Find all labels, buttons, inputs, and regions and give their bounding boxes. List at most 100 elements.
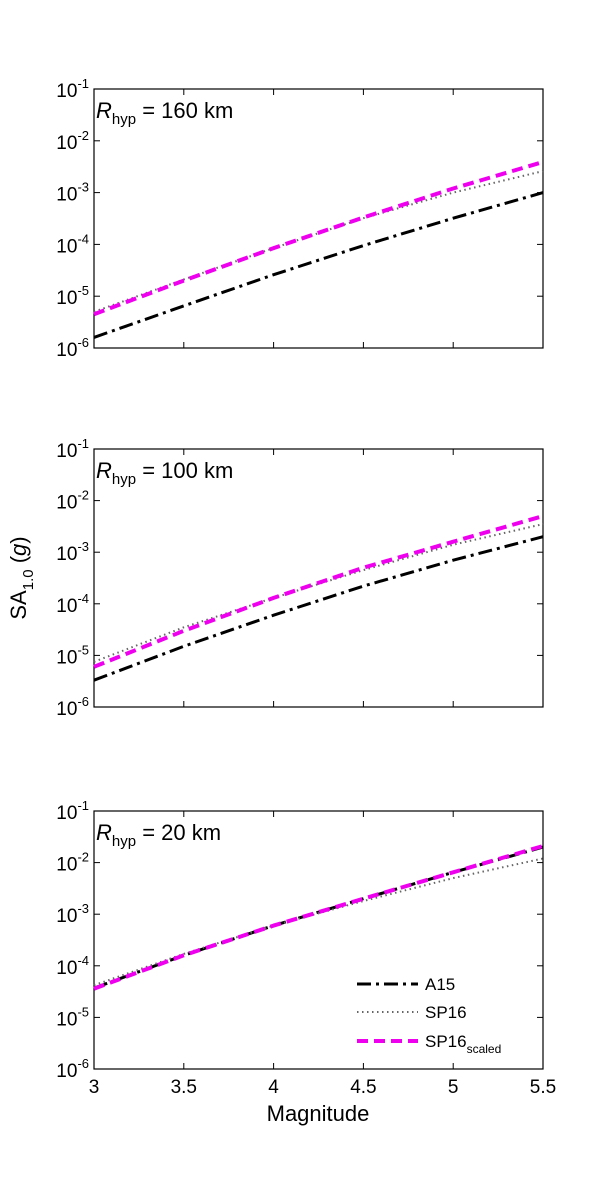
y-tick-label-exponent: -5 — [77, 642, 89, 657]
series-line-a15 — [93, 191, 544, 339]
y-tick-label-exponent: -6 — [77, 1056, 89, 1071]
y-tick-label-base: 10 — [56, 81, 77, 102]
x-tick-label: 3.5 — [171, 1077, 197, 1098]
y-tick-label: 10-1 — [56, 76, 89, 102]
y-tick-label: 10-4 — [56, 591, 89, 617]
x-tick-label: 5.5 — [530, 1077, 556, 1098]
y-tick-label-exponent: -6 — [77, 335, 89, 350]
y-tick-label-base: 10 — [56, 288, 77, 309]
y-tick-label-exponent: -2 — [77, 128, 89, 143]
series-line-sp16-scaled — [93, 514, 544, 669]
legend-label-a15: A15 — [425, 975, 455, 994]
y-tick-label-exponent: -3 — [77, 539, 89, 554]
y-tick-label: 10-6 — [56, 1056, 89, 1082]
chart-panel-3: 10-110-210-310-410-510-63 3.5 4 4.5 5 5.5Rhyp… — [56, 798, 556, 1098]
y-tick-label: 10-2 — [56, 850, 89, 876]
y-tick-label: 10-5 — [56, 642, 89, 668]
panel-label-symbol: R — [96, 458, 112, 483]
y-tick-label-base: 10 — [56, 1061, 77, 1082]
series-line-sp16-scaled — [93, 160, 544, 317]
y-tick-label-base: 10 — [56, 958, 77, 979]
y-tick-label-exponent: -2 — [77, 488, 89, 503]
panel-label-subscript: hyp — [112, 833, 136, 850]
y-tick-label-exponent: -4 — [77, 231, 89, 246]
panel-label-subscript: hyp — [112, 471, 136, 488]
panel-label: Rhyp = 160 km — [96, 98, 233, 128]
y-tick-label-base: 10 — [56, 544, 77, 565]
y-tick-label: 10-5 — [56, 1004, 89, 1030]
y-tick-label-base: 10 — [56, 133, 77, 154]
x-tick-label: 4.5 — [350, 1077, 376, 1098]
plot-area-frame — [93, 88, 544, 349]
legend-label-text: SP16 — [425, 1032, 467, 1051]
panel-label-subscript: hyp — [112, 111, 136, 128]
y-tick-label-base: 10 — [56, 1009, 77, 1030]
panel-label-text: = 160 km — [136, 98, 233, 123]
y-axis-title-unit: g — [6, 543, 31, 556]
panel-label-symbol: R — [96, 820, 112, 845]
y-tick-label-exponent: -1 — [77, 76, 89, 91]
legend-label-sp16: SP16 — [425, 1003, 467, 1022]
x-tick-label: 5 — [448, 1077, 459, 1098]
y-axis-title: SA1.0 (g) — [6, 536, 37, 619]
y-tick-label: 10-4 — [56, 953, 89, 979]
series-line-sp16-scaled — [93, 844, 544, 991]
y-tick-label-base: 10 — [56, 340, 77, 361]
y-tick-label-base: 10 — [56, 699, 77, 720]
y-tick-label-exponent: -6 — [77, 694, 89, 709]
y-tick-label: 10-5 — [56, 283, 89, 309]
legend-label-text: SP16 — [425, 1003, 467, 1022]
plot-area-frame — [93, 810, 544, 1070]
y-tick-label-base: 10 — [56, 596, 77, 617]
y-tick-label-exponent: -2 — [77, 850, 89, 865]
panel-label: Rhyp = 100 km — [96, 458, 233, 488]
y-tick-label: 10-3 — [56, 539, 89, 565]
y-tick-label: 10-1 — [56, 436, 89, 462]
y-tick-label: 10-3 — [56, 180, 89, 206]
y-tick-label: 10-6 — [56, 694, 89, 720]
y-tick-label: 10-2 — [56, 488, 89, 514]
panel-label-text: = 100 km — [136, 458, 233, 483]
y-tick-label-base: 10 — [56, 493, 77, 514]
panel-label: Rhyp = 20 km — [96, 820, 221, 850]
plot-area-frame — [93, 448, 544, 708]
y-tick-label-base: 10 — [56, 647, 77, 668]
legend-label-sp16-scaled: SP16scaled — [425, 1032, 501, 1056]
y-tick-label-exponent: -3 — [77, 180, 89, 195]
y-tick-label-exponent: -1 — [77, 436, 89, 451]
y-tick-label: 10-6 — [56, 335, 89, 361]
y-tick-label-base: 10 — [56, 803, 77, 824]
y-tick-label-exponent: -5 — [77, 1004, 89, 1019]
panel-label-symbol: R — [96, 98, 112, 123]
y-tick-label-exponent: -4 — [77, 953, 89, 968]
y-tick-label-exponent: -3 — [77, 901, 89, 916]
y-tick-label-base: 10 — [56, 236, 77, 257]
y-axis-title-unit-open: ( — [6, 555, 31, 569]
x-axis-title: Magnitude — [267, 1101, 370, 1126]
legend-label-text: A15 — [425, 975, 455, 994]
y-tick-label: 10-1 — [56, 798, 89, 824]
y-tick-label-base: 10 — [56, 185, 77, 206]
legend-label-subscript: scaled — [467, 1042, 502, 1056]
y-tick-label: 10-4 — [56, 231, 89, 257]
y-tick-label-base: 10 — [56, 906, 77, 927]
y-tick-label-exponent: -5 — [77, 283, 89, 298]
y-axis-title-main: SA — [6, 590, 31, 620]
series-line-sp16 — [93, 523, 544, 663]
y-tick-label: 10-2 — [56, 128, 89, 154]
panel-label-text: = 20 km — [136, 820, 221, 845]
y-axis-title-subscript: 1.0 — [20, 569, 37, 590]
series-line-sp16 — [93, 857, 544, 987]
y-axis-title-unit-close: ) — [6, 536, 31, 543]
x-tick-label: 4 — [268, 1077, 279, 1098]
y-tick-label-exponent: -4 — [77, 591, 89, 606]
y-tick-label-exponent: -1 — [77, 798, 89, 813]
series-line-a15 — [93, 845, 544, 990]
x-tick-label: 3 — [89, 1077, 100, 1098]
y-tick-label: 10-3 — [56, 901, 89, 927]
y-tick-label-base: 10 — [56, 441, 77, 462]
